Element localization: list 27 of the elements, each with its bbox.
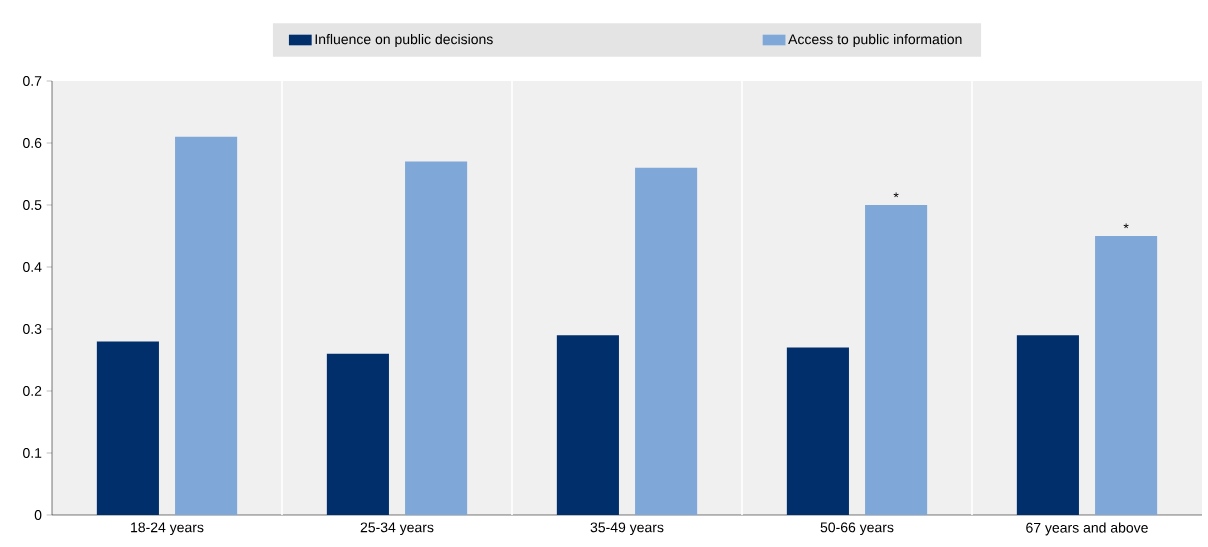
x-tick-label: 50-66 years [820,522,894,536]
x-tick-label: 35-49 years [590,522,664,536]
bar [1095,236,1158,515]
y-tick-label: 0.3 [23,324,42,334]
y-tick-label: 0.1 [23,448,42,458]
legend-label: Access to public information [788,33,962,47]
y-tick-label: 0 [34,510,42,520]
x-tick-label: 18-24 years [131,522,204,536]
bar [1016,335,1079,515]
bar [405,161,468,515]
bar [786,347,849,515]
bar [556,335,619,515]
annotation: * [1123,223,1129,229]
bar [175,136,238,515]
bar [326,353,389,515]
y-tick-label: 0.6 [23,138,42,148]
y-tick-label: 0.7 [23,76,42,86]
x-tick-label: 25-34 years [360,522,434,536]
bar [635,167,698,515]
annotation: * [893,192,899,198]
y-tick-label: 0.4 [23,262,42,272]
y-tick-label: 0.2 [23,386,42,396]
bar [865,205,928,515]
legend-label: Influence on public decisions [315,33,493,47]
x-tick-label: 67 years and above [1026,522,1148,536]
y-tick-label: 0.5 [23,200,42,210]
bar [96,341,159,515]
